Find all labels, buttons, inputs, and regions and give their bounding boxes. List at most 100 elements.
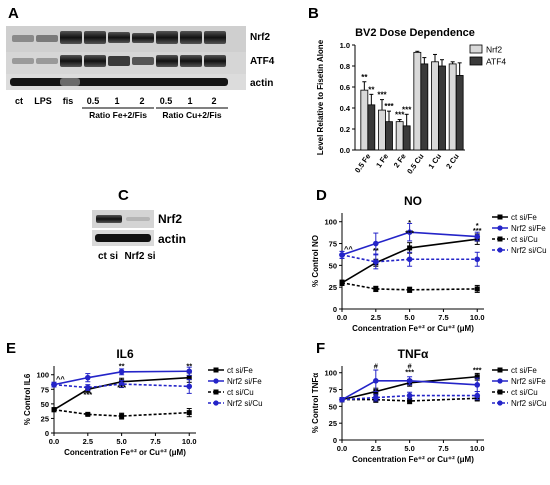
chart-f-title: TNFα xyxy=(398,347,429,361)
chart-b-xtick-label: 1 Cu xyxy=(426,152,443,171)
chart-b-bar xyxy=(420,63,429,151)
chart-e-ytick-label: 25 xyxy=(41,414,49,423)
chart-f-series-line xyxy=(341,379,478,401)
chart-b-bar xyxy=(413,51,422,151)
chart-e-point xyxy=(85,384,91,391)
chart-e-ytick-label: 100 xyxy=(36,371,49,380)
band-a-nrf2-fis xyxy=(60,31,82,44)
lane-c-nrf2-si: Nrf2 si xyxy=(124,251,155,262)
chart-f-series-line xyxy=(342,397,478,402)
chart-d-series-line xyxy=(341,282,478,291)
chart-f-point xyxy=(373,394,379,401)
chart-e-series-line xyxy=(53,370,190,386)
chart-f-legend-label: Nrf2 si/Fe xyxy=(511,377,546,386)
lane-a-fe1: 1 xyxy=(114,96,119,106)
chart-d-series-line xyxy=(341,238,478,284)
chart-d-point xyxy=(406,229,413,235)
chart-b-xtick-label: 1 Fe xyxy=(374,152,390,169)
panel-letter-b: B xyxy=(308,5,319,22)
chart-d-ytick-label: 50 xyxy=(329,261,337,270)
chart-b-ytick-label: 0.0 xyxy=(340,146,350,155)
chart-d-legend-label: ct si/Cu xyxy=(511,235,538,244)
chart-b-bar xyxy=(395,121,404,151)
chart-e-legend-marker xyxy=(213,389,219,395)
chart-f-significance: # xyxy=(374,362,379,371)
blot-c-label-nrf2: Nrf2 xyxy=(158,212,182,226)
chart-e-point xyxy=(118,369,125,375)
chart-f-legend-marker xyxy=(497,389,503,395)
chart-b: BV2 Dose Dependence Level Relative to Fis… xyxy=(316,27,506,176)
chart-e-significance: ** xyxy=(119,361,125,370)
band-a-nrf2-ct xyxy=(12,35,34,42)
chart-e-legend-label: ct si/Fe xyxy=(227,366,253,375)
chart-e-legend-label: Nrf2 si/Fe xyxy=(227,377,262,386)
band-a-actin-fis-gap xyxy=(60,78,80,86)
panel-letter-e: E xyxy=(6,340,16,357)
chart-d-xlabel: Concentration Fe⁺² or Cu⁺² (μM) xyxy=(352,324,474,333)
chart-f-significance: *** xyxy=(473,366,482,375)
chart-f-legend-marker xyxy=(497,378,503,384)
chart-d-point xyxy=(407,287,413,293)
chart-f: TNFα % Control TNFα Concentration Fe⁺² or … xyxy=(311,347,547,464)
band-a-atf4-fe2 xyxy=(132,57,154,65)
chart-b-xtick-label: 2 Fe xyxy=(392,152,408,169)
chart-f-legend-marker xyxy=(497,400,503,406)
chart-f-series-line xyxy=(341,375,478,401)
band-c-nrf2-ct xyxy=(96,215,122,223)
band-a-atf4-fe05 xyxy=(84,55,106,67)
chart-d-xtick-label: 2.5 xyxy=(371,313,381,322)
band-a-atf4-fis xyxy=(60,55,82,67)
chart-e-xtick-label: 7.5 xyxy=(150,437,160,446)
chart-f-point xyxy=(474,382,481,388)
chart-e-legend-label: Nrf2 si/Cu xyxy=(227,399,263,408)
band-a-nrf2-fe05 xyxy=(84,31,106,44)
chart-f-ytick-label: 25 xyxy=(329,419,337,428)
blot-a-label-nrf2: Nrf2 xyxy=(250,32,270,43)
chart-d-xtick-label: 5.0 xyxy=(404,313,414,322)
blot-c-strip-nrf2 xyxy=(92,210,154,228)
chart-b-legend-label: ATF4 xyxy=(486,57,506,67)
blot-a-label-actin: actin xyxy=(250,78,273,89)
blot-a-label-atf4: ATF4 xyxy=(250,56,275,67)
chart-d-point xyxy=(339,280,345,286)
chart-b-ytick-label: 0.2 xyxy=(340,125,350,134)
chart-e-xlabel: Concentration Fe⁺² or Cu⁺² (μM) xyxy=(64,448,186,457)
chart-d-legend-marker xyxy=(497,225,503,231)
chart-f-point xyxy=(339,396,345,403)
chart-d-point xyxy=(407,245,413,251)
band-a-atf4-cu1 xyxy=(180,55,202,67)
chart-d-legend-marker xyxy=(497,214,503,220)
chart-e: IL6 % Control IL6 Concentration Fe⁺² or Cu… xyxy=(23,347,263,457)
chart-b-bar xyxy=(438,65,446,151)
lane-c-ct-si: ct si xyxy=(98,251,118,262)
chart-e-point xyxy=(186,383,193,390)
chart-e-legend-marker xyxy=(213,367,219,373)
chart-d-point xyxy=(406,256,413,263)
chart-d-title: NO xyxy=(404,194,422,208)
chart-f-point xyxy=(406,378,413,384)
band-a-nrf2-cu1 xyxy=(180,31,202,44)
chart-f-xtick-label: 10.0 xyxy=(470,444,485,453)
chart-e-significance: *** xyxy=(83,390,92,399)
chart-d-point xyxy=(474,286,480,292)
chart-d-significance: * xyxy=(476,221,479,230)
chart-e-point xyxy=(186,375,192,381)
chart-d-significance: *** xyxy=(405,229,414,238)
chart-e-ylabel: % Control IL6 xyxy=(23,373,32,425)
chart-e-xtick-label: 5.0 xyxy=(116,437,126,446)
chart-f-point xyxy=(474,374,480,380)
chart-f-xlabel: Concentration Fe⁺² or Cu⁺² (μM) xyxy=(352,455,474,464)
chart-d-significance: ** xyxy=(373,246,379,255)
chart-d-ytick-label: 75 xyxy=(329,240,337,249)
panel-letter-d: D xyxy=(316,187,327,204)
chart-b-bar xyxy=(455,75,464,151)
chart-e-xtick-label: 0.0 xyxy=(49,437,59,446)
blot-a-lane-labels: ct LPS fis 0.5 1 2 0.5 1 2 xyxy=(15,96,217,106)
chart-e-legend-marker xyxy=(213,378,219,384)
chart-d-point xyxy=(474,256,481,263)
band-a-nrf2-fe2 xyxy=(132,33,154,43)
chart-d-ytick-label: 100 xyxy=(324,218,337,227)
lane-a-cu2: 2 xyxy=(211,96,216,106)
chart-f-ytick-label: 100 xyxy=(324,369,337,378)
lane-a-fe05: 0.5 xyxy=(87,96,100,106)
